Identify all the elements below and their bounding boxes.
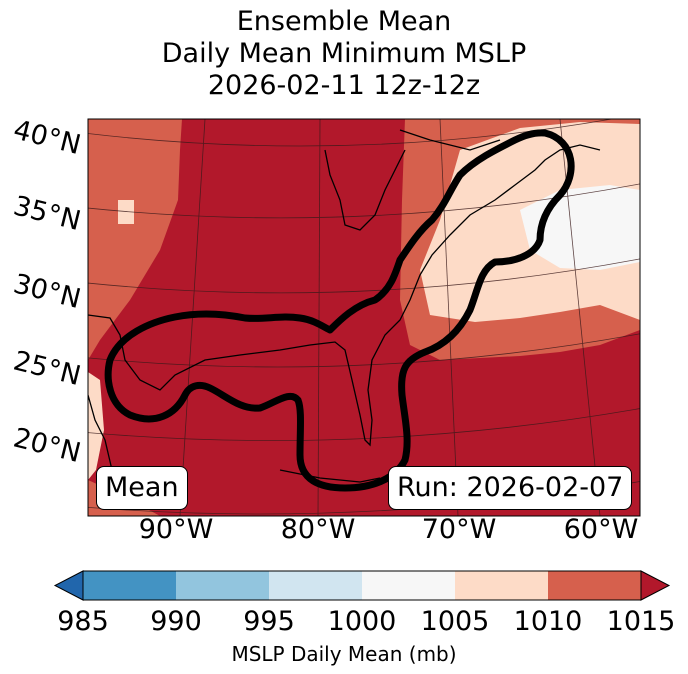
colorbar-cell	[548, 571, 642, 600]
colorbar-cell	[362, 571, 456, 600]
colorbar-tick: 1005	[420, 606, 490, 637]
graticule	[88, 119, 640, 516]
mslp-contour	[104, 129, 575, 492]
colorbar-cell	[83, 571, 177, 600]
title-line-2: Daily Mean Minimum MSLP	[161, 38, 527, 69]
colorbar-tick: 995	[243, 606, 295, 637]
colorbar-tick: 990	[150, 606, 202, 637]
colorbar-tick: 1015	[606, 606, 676, 637]
colorbar-tick: 1010	[513, 606, 583, 637]
colorbar-extend-low	[53, 570, 84, 601]
run-date-box: Run: 2026-02-07	[388, 466, 633, 510]
mslp-map	[87, 118, 641, 517]
colorbar-cell	[455, 571, 549, 600]
colorbar-tick: 1000	[327, 606, 397, 637]
mean-label-box: Mean	[96, 466, 188, 510]
lon-label-90w: 90°W	[138, 514, 214, 545]
colorbar-cell	[176, 571, 270, 600]
field-1005-1010-west	[88, 119, 182, 360]
colorbar-label: MSLP Daily Mean (mb)	[231, 642, 457, 666]
title-line-1: Ensemble Mean	[236, 6, 452, 37]
lon-label-60w: 60°W	[563, 514, 639, 545]
colorbar-extend-high	[640, 570, 671, 601]
field-patch-west	[118, 200, 134, 224]
colorbar-cell	[269, 571, 363, 600]
colorbar-tick: 985	[57, 606, 109, 637]
lon-label-80w: 80°W	[280, 514, 356, 545]
lon-label-70w: 70°W	[421, 514, 497, 545]
field-1000-1005-west	[88, 372, 104, 480]
map-frame	[87, 118, 641, 517]
title-line-3: 2026-02-11 12z-12z	[207, 70, 481, 101]
